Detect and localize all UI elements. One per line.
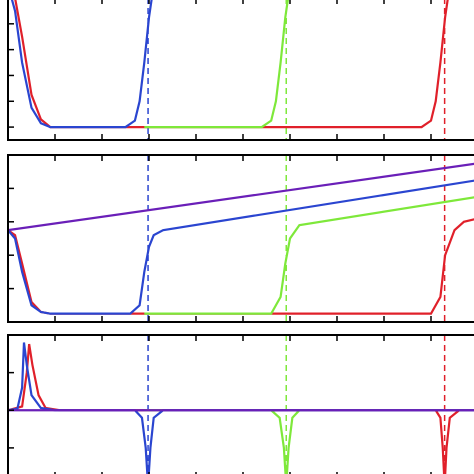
series-line [144,196,474,315]
series-line [144,409,474,474]
panel [7,154,474,323]
panel [7,0,474,141]
series-line [8,218,474,315]
plot-area [8,155,474,322]
series-line [8,343,474,474]
axis-frame [7,0,474,141]
series-line [10,0,153,129]
panel [7,334,474,474]
axis-frame [7,334,474,474]
plot-area [10,0,449,140]
plot-area [8,335,474,474]
series-line [8,179,474,315]
axis-frame [7,154,474,323]
series-line [8,162,474,232]
series-line [8,342,474,474]
series-line [144,0,289,129]
series-line [14,0,449,129]
